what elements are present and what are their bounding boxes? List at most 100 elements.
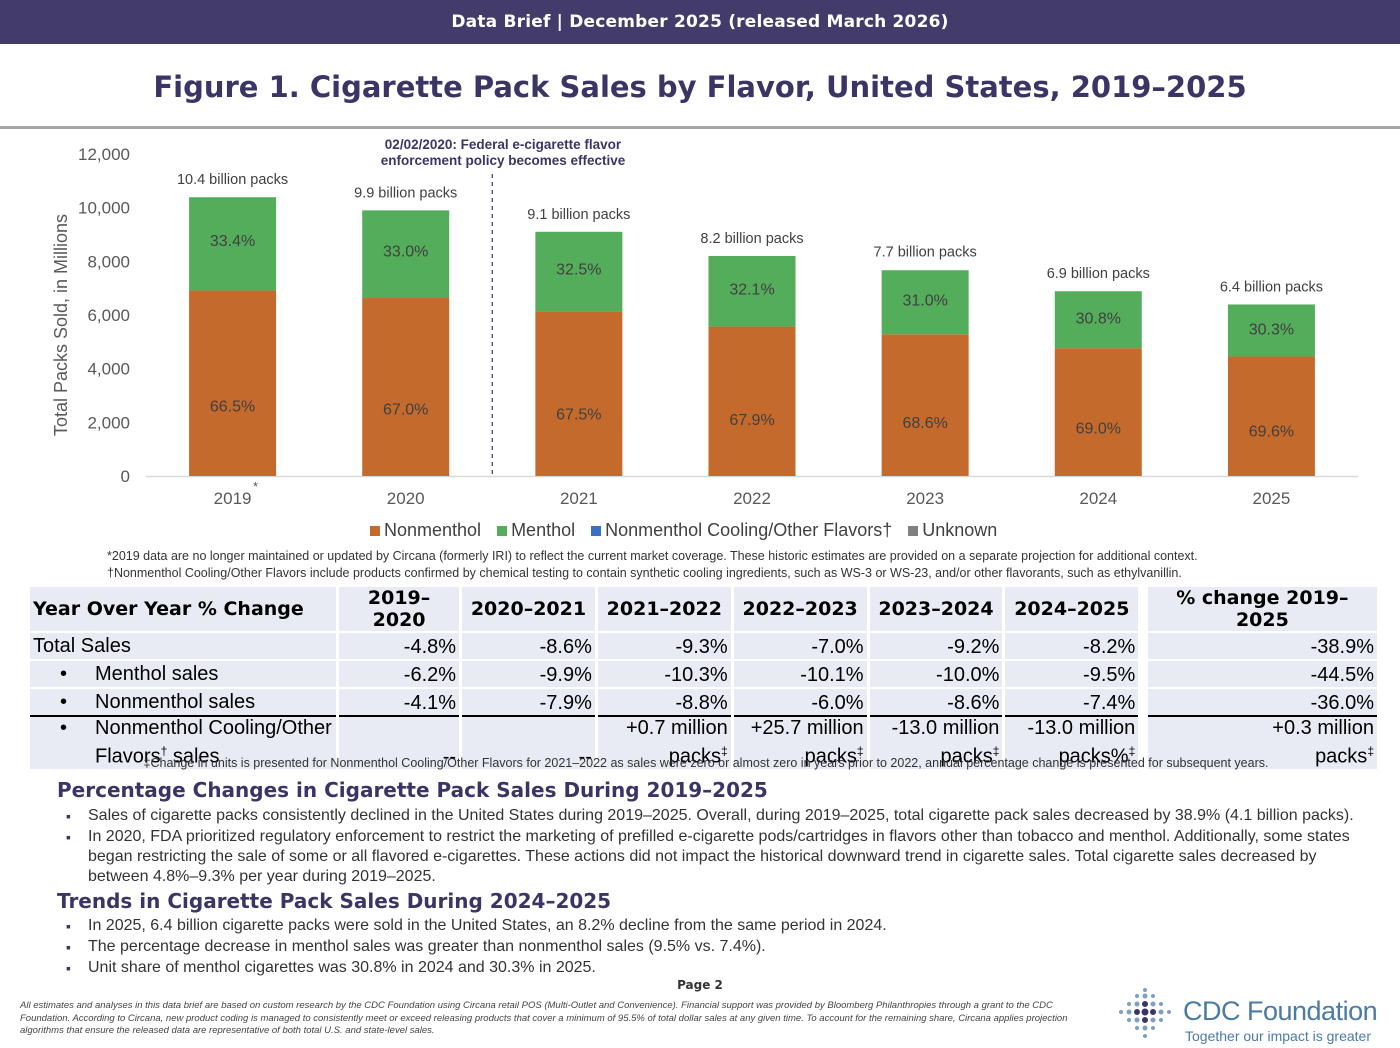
- bar-value-label: 32.1%: [729, 281, 774, 298]
- table-cell: -8.6%: [460, 632, 598, 661]
- bar-value-label: 67.9%: [729, 412, 774, 429]
- table-row: • Nonmenthol sales -4.1% -7.9% -8.8% -6.0…: [30, 688, 1380, 717]
- table-cell-overall: -38.9%: [1147, 632, 1380, 661]
- legend-item: Unknown: [908, 520, 997, 541]
- bar-segment-menthol: [189, 197, 277, 291]
- cell-line: packs: [804, 745, 857, 768]
- bar-value-label: 66.5%: [210, 398, 255, 415]
- table-cell: -13.0 million packs‡: [868, 716, 1006, 771]
- bar-total-label: 9.1 billion packs: [527, 207, 630, 223]
- table-cell: -6.0%: [732, 688, 870, 717]
- list-item: In 2025, 6.4 billion cigarette packs wer…: [66, 916, 1376, 936]
- bar-total-label: 9.9 billion packs: [354, 185, 457, 201]
- bar-value-label: 30.8%: [1076, 310, 1121, 327]
- row-bullet: •: [60, 690, 68, 713]
- y-tick-label: 10,000: [78, 199, 130, 218]
- legend-swatch: [370, 525, 380, 536]
- table-header-cell: 2021–2022: [596, 587, 734, 633]
- bar-segment-nonmenthol: [535, 311, 623, 476]
- section-heading-2024-2025: Trends in Cigarette Pack Sales During 20…: [57, 889, 612, 913]
- cell-line: -13.0 million: [1027, 717, 1136, 739]
- logo-tagline: Together our impact is greater: [1185, 1028, 1371, 1044]
- table-cell: -8.2%: [1003, 632, 1142, 661]
- table-cell-overall: -36.0%: [1147, 688, 1380, 717]
- bar-total-label: 6.4 billion packs: [1220, 279, 1323, 295]
- legend-label: Menthol: [511, 520, 576, 540]
- cell-sup: ‡: [856, 744, 864, 758]
- cell-sup: ‡: [992, 744, 1000, 758]
- legend-label: Nonmenthol: [384, 520, 482, 540]
- legend-swatch: [591, 525, 602, 536]
- x-tick-label: 2024: [1079, 489, 1117, 508]
- row-label-sup: †: [160, 744, 168, 758]
- row-label-text: Nonmenthol Cooling/Other: [95, 717, 332, 739]
- bar-total-label: 6.9 billion packs: [1047, 266, 1150, 282]
- bar-value-label: 33.4%: [210, 233, 255, 250]
- list-item: The percentage decrease in menthol sales…: [66, 937, 1376, 957]
- cell-line: packs: [1315, 745, 1368, 768]
- table-cell: -7.0%: [732, 632, 870, 661]
- table-header-cell: % change 2019–2025: [1147, 587, 1380, 633]
- cell-line: packs: [668, 745, 722, 768]
- table-footnote: ‡Change in units is presented for Nonmen…: [143, 756, 1269, 770]
- bar-segment-nonmenthol: [1227, 356, 1315, 476]
- legend-item: Nonmenthol Cooling/Other Flavors†: [591, 520, 892, 541]
- section2-bullets: In 2025, 6.4 billion cigarette packs wer…: [66, 916, 1376, 979]
- legend-label: Nonmenthol Cooling/Other Flavors†: [605, 520, 893, 540]
- x-tick-label: 2025: [1253, 489, 1291, 508]
- page-number: Page 2: [677, 978, 723, 992]
- cell-line: --: [578, 745, 592, 768]
- bar-segment-menthol: [1054, 291, 1142, 349]
- y-tick-label: 4,000: [87, 360, 130, 379]
- y-tick-label: 12,000: [78, 145, 130, 164]
- table-gap: [1139, 632, 1148, 660]
- disclaimer-text: All estimates and analyses in this data …: [20, 1000, 1068, 1036]
- x-tick-marker: *: [253, 479, 258, 494]
- cdc-foundation-logo: CDC Foundation Together our impact is gr…: [1115, 984, 1390, 1044]
- bar-segment-menthol: [362, 210, 450, 299]
- table-header-cell: 2022–2023: [732, 587, 870, 633]
- bar-value-label: 32.5%: [556, 261, 601, 278]
- cell-line: packs%: [1058, 745, 1129, 768]
- table-row: • Nonmenthol Cooling/Other Flavors† sales …: [30, 716, 1380, 771]
- section-heading-2019-2025: Percentage Changes in Cigarette Pack Sal…: [57, 778, 768, 802]
- legend-swatch: [497, 525, 508, 536]
- table-cell: -7.4%: [1003, 688, 1142, 717]
- x-tick-label: 2019: [214, 489, 252, 508]
- bar-value-label: 69.6%: [1249, 424, 1294, 441]
- bar-segment-nonmenthol: [362, 298, 450, 476]
- table-cell: -9.5%: [1003, 660, 1142, 689]
- bar-value-label: 68.6%: [902, 415, 947, 432]
- table-row: Total Sales -4.8% -8.6% -9.3% -7.0% -9.2…: [30, 632, 1380, 661]
- table-cell: +25.7 million packs‡: [732, 716, 870, 771]
- table-cell: -13.0 million packs%‡: [1003, 716, 1142, 771]
- y-tick-label: 2,000: [87, 413, 130, 432]
- row-label-text: sales: [167, 745, 220, 768]
- dot-grid-icon: [1119, 988, 1171, 1038]
- bar-value-label: 31.0%: [902, 293, 947, 310]
- row-label-text: Flavors: [95, 745, 161, 768]
- table-gap: [1139, 716, 1148, 770]
- policy-annotation-text: enforcement policy becomes effective: [381, 153, 626, 168]
- table-cell: -7.9%: [460, 688, 598, 717]
- table-cell: --: [337, 716, 463, 771]
- list-item: Unit share of menthol cigarettes was 30.…: [66, 958, 1376, 978]
- x-tick-label: 2021: [560, 489, 598, 508]
- banner-text: Data Brief | December 2025 (released Mar…: [451, 12, 949, 32]
- cell-line: -13.0 million: [891, 717, 1000, 739]
- y-axis-title: Total Packs Sold, in Millions: [51, 214, 71, 436]
- bar-value-label: 67.5%: [556, 406, 601, 423]
- table-header-cell: 2019–2020: [337, 587, 463, 633]
- cell-line: packs: [940, 745, 993, 768]
- table-cell: -6.2%: [337, 660, 463, 689]
- bar-segment-nonmenthol: [708, 326, 796, 476]
- row-bullet: •: [60, 662, 68, 685]
- chart-legend: Nonmenthol Menthol Nonmenthol Cooling/Othe…: [370, 520, 997, 541]
- bar-segment-menthol: [1227, 304, 1315, 357]
- yoy-change-table: Year Over Year % Change 2019–2020 2020–2…: [30, 587, 1380, 771]
- x-tick-label: 2023: [906, 489, 944, 508]
- x-tick-label: 2022: [733, 489, 771, 508]
- footnote-cooling: †Nonmenthol Cooling/Other Flavors includ…: [107, 566, 1182, 580]
- table-cell: -8.6%: [868, 688, 1006, 717]
- bar-segment-menthol: [708, 255, 796, 327]
